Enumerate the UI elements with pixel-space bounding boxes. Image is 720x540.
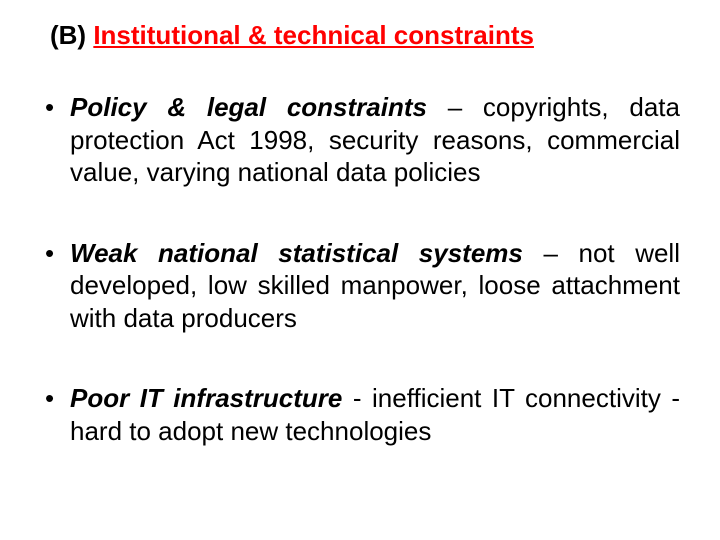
title-main: Institutional & technical constraints (93, 20, 534, 50)
bullet-separator: – (427, 92, 483, 122)
bullet-separator: - (342, 383, 372, 413)
slide-title: (B) Institutional & technical constraint… (50, 20, 680, 51)
bullet-heading: Policy & legal constraints (70, 92, 427, 122)
bullet-list: Policy & legal constraints – copyrights,… (40, 91, 680, 447)
bullet-separator: – (523, 238, 579, 268)
list-item: Weak national statistical systems – not … (40, 237, 680, 335)
bullet-heading: Weak national statistical systems (70, 238, 523, 268)
list-item: Policy & legal constraints – copyrights,… (40, 91, 680, 189)
bullet-heading: Poor IT infrastructure (70, 383, 342, 413)
title-prefix: (B) (50, 20, 93, 50)
list-item: Poor IT infrastructure - inefficient IT … (40, 382, 680, 447)
